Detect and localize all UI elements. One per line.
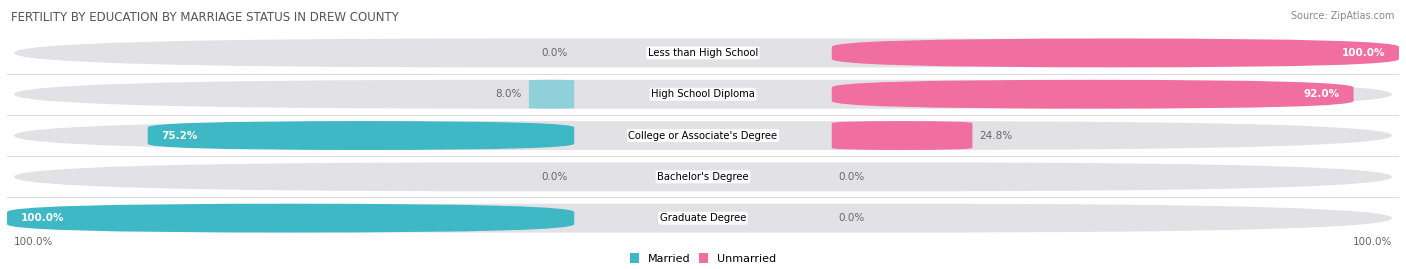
- Text: 0.0%: 0.0%: [541, 172, 567, 182]
- FancyBboxPatch shape: [14, 38, 1392, 68]
- FancyBboxPatch shape: [148, 121, 574, 150]
- Text: Source: ZipAtlas.com: Source: ZipAtlas.com: [1291, 11, 1395, 21]
- Legend: Married, Unmarried: Married, Unmarried: [630, 253, 776, 264]
- FancyBboxPatch shape: [7, 204, 574, 233]
- Text: 8.0%: 8.0%: [495, 89, 522, 99]
- Text: 92.0%: 92.0%: [1303, 89, 1340, 99]
- Text: 0.0%: 0.0%: [839, 172, 865, 182]
- Text: Bachelor's Degree: Bachelor's Degree: [657, 172, 749, 182]
- FancyBboxPatch shape: [14, 204, 1392, 233]
- Text: 100.0%: 100.0%: [21, 213, 65, 223]
- Text: Graduate Degree: Graduate Degree: [659, 213, 747, 223]
- FancyBboxPatch shape: [529, 80, 574, 109]
- Text: College or Associate's Degree: College or Associate's Degree: [628, 130, 778, 140]
- Text: 0.0%: 0.0%: [839, 213, 865, 223]
- Text: High School Diploma: High School Diploma: [651, 89, 755, 99]
- Text: 100.0%: 100.0%: [1341, 48, 1385, 58]
- Text: 100.0%: 100.0%: [14, 237, 53, 247]
- Text: 24.8%: 24.8%: [980, 130, 1012, 140]
- Text: 75.2%: 75.2%: [162, 130, 198, 140]
- Text: 0.0%: 0.0%: [541, 48, 567, 58]
- Text: 100.0%: 100.0%: [1353, 237, 1392, 247]
- FancyBboxPatch shape: [832, 121, 973, 150]
- Text: Less than High School: Less than High School: [648, 48, 758, 58]
- FancyBboxPatch shape: [832, 38, 1399, 68]
- FancyBboxPatch shape: [14, 162, 1392, 191]
- FancyBboxPatch shape: [14, 80, 1392, 109]
- Text: FERTILITY BY EDUCATION BY MARRIAGE STATUS IN DREW COUNTY: FERTILITY BY EDUCATION BY MARRIAGE STATU…: [11, 11, 399, 24]
- FancyBboxPatch shape: [832, 80, 1354, 109]
- FancyBboxPatch shape: [14, 121, 1392, 150]
